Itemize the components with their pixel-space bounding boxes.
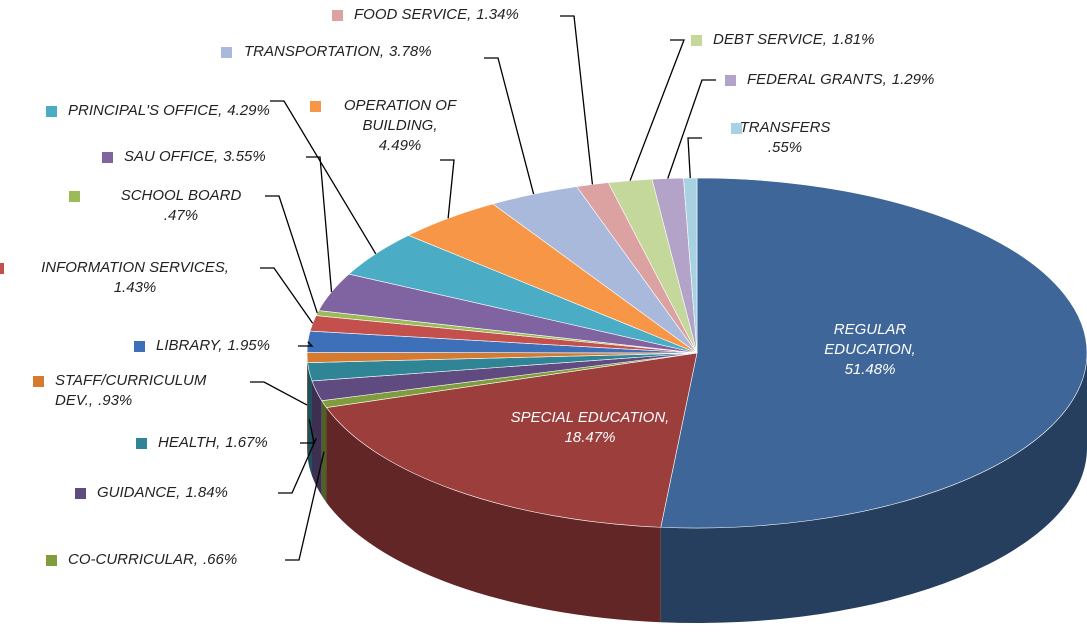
legend-swatch xyxy=(46,555,57,566)
value-label: .93% xyxy=(98,392,133,409)
legend-swatch xyxy=(33,376,44,387)
leader-line xyxy=(285,451,325,561)
category-name: INFORMATION SERVICES, xyxy=(41,259,229,276)
legend-swatch xyxy=(102,152,113,163)
category-name: FEDERAL GRANTS, xyxy=(747,71,887,88)
leader-line xyxy=(687,137,702,179)
legend-swatch xyxy=(134,341,145,352)
legend-swatch xyxy=(731,123,742,134)
legend-swatch xyxy=(0,263,4,274)
slice-label: LIBRARY, 1.95% xyxy=(156,336,296,356)
legend-swatch xyxy=(221,47,232,58)
value-label: 1.95% xyxy=(227,337,270,354)
slice-label: SCHOOL BOARD .47% xyxy=(91,186,271,226)
leader-line xyxy=(560,15,594,185)
legend-swatch xyxy=(46,106,57,117)
value-label: 1.81% xyxy=(831,31,875,48)
slice-label: GUIDANCE, 1.84% xyxy=(97,483,267,503)
category-name: DEBT SERVICE, xyxy=(713,31,827,48)
category-name: SAU OFFICE, xyxy=(124,148,219,165)
category-name: HEALTH, xyxy=(158,434,221,451)
slice-label: REGULAR EDUCATION, 51.48% xyxy=(790,320,950,380)
legend-swatch xyxy=(691,35,702,46)
legend-swatch xyxy=(69,191,80,202)
leader-line xyxy=(270,100,377,255)
legend-swatch xyxy=(75,488,86,499)
legend-swatch xyxy=(136,438,147,449)
leader-line xyxy=(306,156,333,292)
value-label: 1.84% xyxy=(185,484,228,501)
category-name: CO-CURRICULAR, xyxy=(68,551,199,568)
category-name: TRANSPORTATION, xyxy=(244,43,385,60)
category-name: SPECIAL EDUCATION, xyxy=(510,409,670,426)
legend-swatch xyxy=(725,75,736,86)
category-name: SCHOOL BOARD xyxy=(120,187,242,204)
leader-line xyxy=(298,341,314,347)
slice-side xyxy=(321,400,327,503)
slice-label: FEDERAL GRANTS, 1.29% xyxy=(747,70,977,90)
value-label: 1.43% xyxy=(113,279,157,296)
leader-line xyxy=(265,195,318,314)
value-label: 1.34% xyxy=(476,6,519,23)
slice-label: TRANSPORTATION, 3.78% xyxy=(244,42,484,62)
category-name: PRINCIPAL'S OFFICE, xyxy=(68,102,223,119)
slice-side xyxy=(660,353,1087,623)
category-name: GUIDANCE, xyxy=(97,484,181,501)
value-label: 51.48% xyxy=(844,361,896,378)
legend-swatch xyxy=(332,10,343,21)
category-name: STAFF/CURRICULUM DEV., xyxy=(55,372,207,409)
value-label: 18.47% xyxy=(564,429,616,446)
slice-label: OPERATION OF BUILDING, 4.49% xyxy=(330,96,470,156)
leader-line xyxy=(260,267,314,324)
slice-side xyxy=(311,380,322,496)
value-label: 3.78% xyxy=(389,43,432,60)
category-name: REGULAR EDUCATION, xyxy=(824,321,916,358)
leader-line xyxy=(484,57,535,195)
slice xyxy=(660,177,1087,529)
leader-line xyxy=(300,419,315,444)
leader-line xyxy=(667,79,716,179)
legend-swatch xyxy=(310,101,321,112)
leader-line xyxy=(278,438,317,494)
slice-side xyxy=(307,353,308,458)
slice-label: STAFF/CURRICULUM DEV., .93% xyxy=(55,371,245,411)
leader-line xyxy=(629,39,685,181)
slice xyxy=(325,352,698,528)
slice-label: FOOD SERVICE, 1.34% xyxy=(354,5,564,25)
slice-side xyxy=(326,407,661,623)
category-name: LIBRARY, xyxy=(156,337,223,354)
value-label: 4.49% xyxy=(378,137,422,154)
category-name: OPERATION OF BUILDING, xyxy=(343,97,457,134)
slice-label: SPECIAL EDUCATION, 18.47% xyxy=(490,408,690,448)
category-name: TRANSFERS xyxy=(739,119,831,136)
value-label: .55% xyxy=(767,139,803,156)
leader-line xyxy=(250,381,308,406)
value-label: .66% xyxy=(203,551,238,568)
category-name: FOOD SERVICE, xyxy=(354,6,472,23)
value-label: 1.67% xyxy=(225,434,268,451)
value-label: 3.55% xyxy=(223,148,266,165)
value-label: .47% xyxy=(163,207,199,224)
slice-label: DEBT SERVICE, 1.81% xyxy=(713,30,943,50)
value-label: 1.29% xyxy=(891,71,935,88)
leader-line xyxy=(440,159,455,219)
slice-label: TRANSFERS .55% xyxy=(730,118,840,158)
slice-label: CO-CURRICULAR, .66% xyxy=(68,550,268,570)
value-label: 4.29% xyxy=(227,102,270,119)
slice-label: PRINCIPAL'S OFFICE, 4.29% xyxy=(68,101,283,121)
slice-label: SAU OFFICE, 3.55% xyxy=(124,147,304,167)
slice-label: INFORMATION SERVICES, 1.43% xyxy=(15,258,255,298)
slice-label: HEALTH, 1.67% xyxy=(158,433,298,453)
